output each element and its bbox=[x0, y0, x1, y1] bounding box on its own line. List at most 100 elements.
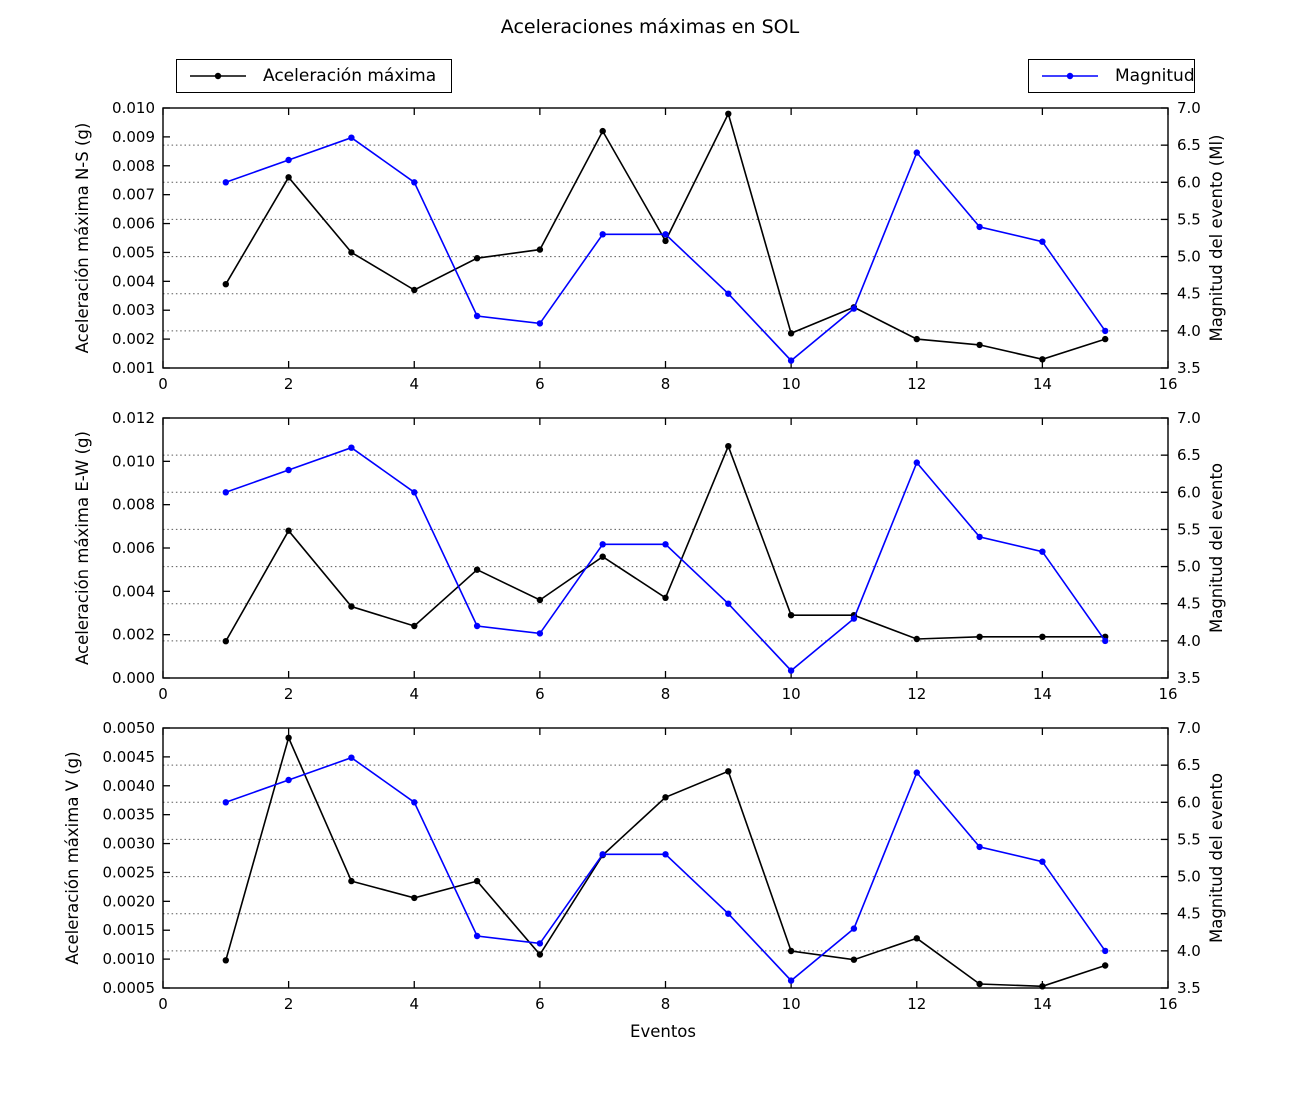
y-axis-label-left: Aceleración máxima N-S (g) bbox=[73, 123, 92, 354]
x-tick-label: 6 bbox=[535, 685, 545, 703]
y-tick-label-left: 0.006 bbox=[112, 215, 155, 233]
acceleration-series bbox=[222, 734, 1109, 990]
y-tick-label-left: 0.0025 bbox=[103, 863, 156, 881]
data-point bbox=[222, 281, 229, 288]
y-tick-label-right: 6.5 bbox=[1177, 136, 1201, 154]
data-point bbox=[662, 851, 669, 858]
data-point bbox=[787, 357, 795, 364]
legend-acceleration[interactable]: Aceleración máxima bbox=[176, 59, 452, 93]
y-tick-label-right: 6.5 bbox=[1177, 756, 1201, 774]
data-point bbox=[536, 630, 544, 637]
legend-label-acceleration: Aceleración máxima bbox=[263, 66, 437, 86]
legend-magnitude[interactable]: Magnitud bbox=[1028, 59, 1195, 93]
data-point bbox=[725, 600, 732, 607]
subplot-v: 0 2 4 6 8 10 12 14 16 0.0005 0.0010 0.0015 0.0020 0.0… bbox=[63, 719, 1226, 1013]
x-tick-label: 6 bbox=[535, 375, 545, 393]
data-point bbox=[725, 290, 732, 297]
data-point bbox=[976, 341, 983, 349]
x-tick-label: 10 bbox=[782, 995, 801, 1013]
y-tick-label-right: 6.0 bbox=[1177, 483, 1201, 501]
y-tick-label-right: 6.0 bbox=[1177, 173, 1201, 191]
data-point bbox=[976, 223, 983, 231]
x-tick-label: 4 bbox=[409, 685, 419, 703]
data-point bbox=[725, 443, 732, 450]
data-point bbox=[473, 255, 481, 262]
y-tick-label-left: 0.0010 bbox=[103, 950, 156, 968]
y-tick-label-left: 0.007 bbox=[112, 186, 155, 204]
data-point bbox=[411, 799, 418, 806]
data-point bbox=[222, 638, 229, 645]
y-tick-label-left: 0.0015 bbox=[103, 921, 156, 939]
data-point bbox=[222, 489, 229, 496]
data-point bbox=[913, 149, 920, 156]
y-tick-label-left: 0.012 bbox=[112, 409, 155, 427]
y-tick-label-right: 6.0 bbox=[1177, 793, 1201, 811]
data-point bbox=[536, 940, 544, 947]
data-point bbox=[348, 603, 355, 610]
data-point bbox=[913, 459, 920, 466]
y-tick-label-left: 0.0035 bbox=[103, 806, 156, 824]
y-tick-label-right: 4.5 bbox=[1177, 595, 1201, 613]
x-tick-label: 12 bbox=[907, 375, 926, 393]
series-line bbox=[225, 136, 1106, 362]
y-tick-label-right: 5.0 bbox=[1177, 558, 1201, 576]
x-tick-label: 14 bbox=[1033, 995, 1052, 1013]
x-tick-label: 0 bbox=[158, 685, 168, 703]
data-point bbox=[1102, 637, 1109, 645]
y-tick-label-right: 4.0 bbox=[1177, 322, 1201, 340]
data-point bbox=[285, 174, 292, 181]
y-tick-label-right: 6.5 bbox=[1177, 446, 1201, 464]
y-axis-label-right: Magnitud del evento bbox=[1207, 463, 1226, 633]
data-point bbox=[787, 612, 795, 619]
data-point bbox=[473, 312, 481, 320]
y-tick-label-left: 0.008 bbox=[112, 496, 155, 514]
data-point bbox=[913, 935, 920, 942]
y-tick-label-left: 0.010 bbox=[112, 99, 155, 117]
data-point bbox=[599, 851, 606, 858]
data-point bbox=[473, 566, 481, 573]
plot-frame bbox=[162, 417, 1169, 679]
data-point bbox=[662, 237, 669, 245]
data-point bbox=[473, 932, 481, 940]
subplot-ns: 0 2 4 6 8 10 12 14 16 0.001 0.002 0.003 0.004 0.005 0.… bbox=[73, 99, 1226, 393]
x-tick-label: 12 bbox=[907, 995, 926, 1013]
y-tick-label-left: 0.0030 bbox=[103, 835, 156, 853]
data-point bbox=[662, 794, 669, 801]
magnitude-series bbox=[222, 754, 1109, 984]
y-tick-label-left: 0.006 bbox=[112, 539, 155, 557]
data-point bbox=[536, 596, 544, 604]
data-point bbox=[536, 951, 544, 958]
data-point bbox=[222, 957, 229, 964]
y-tick-label-left: 0.010 bbox=[112, 452, 155, 470]
plot-frame bbox=[162, 727, 1169, 989]
data-point bbox=[725, 910, 732, 917]
data-point bbox=[1039, 858, 1046, 865]
y-tick-label-left: 0.0050 bbox=[103, 719, 156, 737]
data-point bbox=[222, 179, 229, 186]
subplot-ew: 0 2 4 6 8 10 12 14 16 0.000 0.002 0.004 0.006 0.008 0.… bbox=[73, 409, 1226, 703]
y-tick-label-left: 0.000 bbox=[112, 669, 155, 687]
data-point bbox=[850, 925, 858, 932]
data-point bbox=[473, 877, 481, 885]
data-point bbox=[913, 635, 920, 643]
y-tick-label-right: 3.5 bbox=[1177, 669, 1201, 687]
y-tick-label-right: 7.0 bbox=[1177, 99, 1201, 117]
y-tick-label-right: 5.0 bbox=[1177, 868, 1201, 886]
data-point bbox=[285, 734, 292, 741]
series-line bbox=[225, 735, 1106, 988]
data-point bbox=[976, 843, 983, 851]
y-tick-label-right: 4.5 bbox=[1177, 285, 1201, 303]
y-axis-label-left: Aceleración máxima E-W (g) bbox=[73, 431, 92, 665]
chart-title: Aceleraciones máximas en SOL bbox=[500, 16, 800, 38]
data-point bbox=[1102, 962, 1109, 969]
data-point bbox=[725, 768, 732, 775]
data-point bbox=[1039, 238, 1046, 245]
data-point bbox=[536, 246, 544, 253]
x-tick-label: 16 bbox=[1158, 995, 1177, 1013]
data-point bbox=[222, 799, 229, 806]
data-point bbox=[599, 127, 606, 135]
x-tick-label: 2 bbox=[284, 375, 294, 393]
data-point bbox=[599, 541, 606, 548]
y-axis-label-left: Aceleración máxima V (g) bbox=[63, 751, 82, 964]
